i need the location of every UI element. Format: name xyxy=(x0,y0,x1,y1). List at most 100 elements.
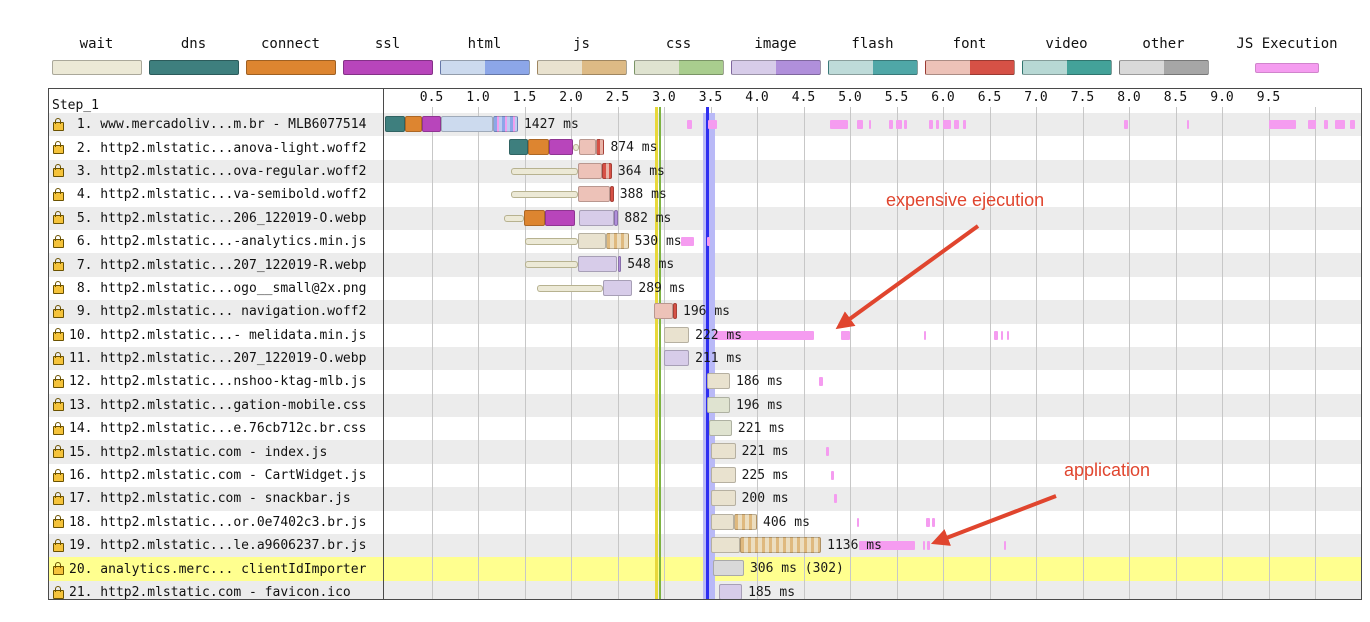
bar-segment-wait xyxy=(525,261,579,269)
bar-segment-ssl xyxy=(422,116,441,132)
js-execution-mark xyxy=(922,541,926,551)
bar-segment-image xyxy=(718,583,743,599)
bar-segment-wait xyxy=(525,237,579,245)
request-bar-track: 186 ms xyxy=(384,370,1361,393)
request-row[interactable]: 19. http2.mlstatic...le.a9606237.br.js 11… xyxy=(49,534,1361,558)
axis-tick-8.5: 8.5 xyxy=(1163,90,1188,105)
request-label: 18. http2.mlstatic...or.0e7402c3.br.js xyxy=(69,514,367,530)
request-row[interactable]: 20. analytics.merc... clientIdImporter 30… xyxy=(49,557,1361,581)
bar-segment-js xyxy=(710,466,736,483)
lock-icon xyxy=(53,562,64,576)
request-time: 221 ms xyxy=(737,421,785,437)
legend-swatch-ssl xyxy=(342,60,433,75)
bar-segment-jsx xyxy=(740,537,822,554)
request-row[interactable]: 7. http2.mlstatic...207_122019-R.webp 548… xyxy=(49,253,1361,277)
axis-tick-6.0: 6.0 xyxy=(931,90,955,105)
request-label: 8. http2.mlstatic...ogo__small@2x.png xyxy=(69,280,367,296)
request-label-cell: 10. http2.mlstatic...- melidata.min.js xyxy=(49,323,384,347)
js-execution-mark xyxy=(1124,120,1129,129)
axis-tick-3.5: 3.5 xyxy=(698,90,723,105)
request-row[interactable]: 16. http2.mlstatic.com - CartWidget.js 22… xyxy=(49,463,1361,488)
lock-icon xyxy=(53,538,64,552)
request-label: 17. http2.mlstatic.com - snackbar.js xyxy=(69,491,351,507)
request-bar-track: 882 ms xyxy=(384,207,1361,230)
axis-tick-7.0: 7.0 xyxy=(1024,90,1048,105)
request-label: 12. http2.mlstatic...nshoo-ktag-mlb.js xyxy=(69,374,367,390)
bar-segment-imagex xyxy=(613,209,619,226)
bar-segment-wait xyxy=(536,284,603,292)
request-bar-track: 196 ms xyxy=(384,300,1361,323)
annotation-expensive-execution: expensive ejecution xyxy=(886,190,1045,210)
request-row[interactable]: 12. http2.mlstatic...nshoo-ktag-mlb.js 18… xyxy=(49,370,1361,394)
lock-icon xyxy=(53,234,64,248)
request-label: 3. http2.mlstatic...ova-regular.woff2 xyxy=(69,163,367,179)
request-bar-track: 388 ms xyxy=(384,183,1361,206)
lock-icon xyxy=(53,281,64,295)
request-row[interactable]: 15. http2.mlstatic.com - index.js 221 ms xyxy=(49,440,1361,464)
request-label: 21. http2.mlstatic.com - favicon.ico xyxy=(69,585,351,600)
axis-tick-4.5: 4.5 xyxy=(791,90,816,105)
bar-segment-image xyxy=(664,349,690,366)
request-label-cell: 11. http2.mlstatic...207_122019-O.webp xyxy=(49,346,384,371)
bar-segment-font xyxy=(579,139,597,156)
legend-label: image xyxy=(754,36,797,52)
request-label: 13. http2.mlstatic...gation-mobile.css xyxy=(69,397,367,413)
request-row[interactable]: 8. http2.mlstatic...ogo__small@2x.png 289… xyxy=(49,276,1361,301)
request-row[interactable]: 3. http2.mlstatic...ova-regular.woff2 364… xyxy=(49,159,1361,184)
request-row[interactable]: 1. www.mercadoliv...m.br - MLB6077514 142… xyxy=(49,113,1361,137)
request-label: 4. http2.mlstatic...va-semibold.woff2 xyxy=(69,187,367,203)
request-row[interactable]: 11. http2.mlstatic...207_122019-O.webp 21… xyxy=(49,346,1361,371)
request-row[interactable]: 5. http2.mlstatic...206_122019-O.webp 882… xyxy=(49,206,1361,230)
request-row[interactable]: 13. http2.mlstatic...gation-mobile.css 19… xyxy=(49,393,1361,418)
request-row[interactable]: 9. http2.mlstatic... navigation.woff2 196… xyxy=(49,300,1361,324)
request-row[interactable]: 6. http2.mlstatic...-analytics.min.js 530… xyxy=(49,229,1361,254)
js-execution-mark xyxy=(819,377,824,387)
js-execution-mark xyxy=(707,120,717,129)
bar-segment-wait xyxy=(510,167,579,175)
legend-item-js: js xyxy=(533,34,630,75)
bar-segment-js xyxy=(710,490,736,507)
lock-icon xyxy=(53,585,64,599)
legend-label: dns xyxy=(180,36,207,52)
legend-swatch-other xyxy=(1118,60,1209,75)
js-execution-mark xyxy=(963,120,967,129)
legend-item-ssl: ssl xyxy=(339,34,436,75)
request-bar-track: 289 ms xyxy=(384,277,1361,300)
legend-item-css: css xyxy=(630,34,727,75)
bar-segment-js xyxy=(710,513,734,530)
legend-item-html: html xyxy=(436,34,533,75)
request-bar-track: 222 ms xyxy=(384,324,1361,347)
waterfall-header: Step_1 0.5 1.0 1.5 2.0 2.5 3.0 3.5 4.0 4.5 5.0 5.5… xyxy=(49,89,1361,113)
bar-segment-dns xyxy=(508,139,529,156)
lock-icon xyxy=(53,398,64,412)
legend-item-font: font xyxy=(921,34,1018,75)
request-row[interactable]: 18. http2.mlstatic...or.0e7402c3.br.js 40… xyxy=(49,510,1361,535)
legend-swatch-dns xyxy=(148,60,239,75)
request-row[interactable]: 2. http2.mlstatic...anova-light.woff2 874… xyxy=(49,136,1361,160)
bar-segment-fontx xyxy=(610,186,614,203)
legend-swatch-image xyxy=(730,60,821,75)
request-bar-track: 211 ms xyxy=(384,347,1361,370)
request-row[interactable]: 21. http2.mlstatic.com - favicon.ico 185 … xyxy=(49,580,1361,600)
lock-icon xyxy=(53,258,64,272)
request-row[interactable]: 17. http2.mlstatic.com - snackbar.js 200 … xyxy=(49,487,1361,511)
request-bar-track: 1427 ms xyxy=(384,113,1361,136)
bar-segment-js xyxy=(710,443,736,460)
bar-segment-fontx xyxy=(601,162,612,179)
request-row[interactable]: 14. http2.mlstatic...e.76cb712c.br.css 22… xyxy=(49,417,1361,441)
lock-icon xyxy=(53,351,64,365)
request-row[interactable]: 10. http2.mlstatic...- melidata.min.js 22… xyxy=(49,323,1361,347)
request-label: 7. http2.mlstatic...207_122019-R.webp xyxy=(69,257,367,273)
bar-segment-font xyxy=(578,162,602,179)
request-label-cell: 4. http2.mlstatic...va-semibold.woff2 xyxy=(49,183,384,207)
bar-segment-other xyxy=(713,560,744,577)
request-label-cell: 3. http2.mlstatic...ova-regular.woff2 xyxy=(49,159,384,184)
js-execution-mark xyxy=(714,330,814,340)
js-execution-mark xyxy=(931,517,935,527)
request-time: 186 ms xyxy=(736,374,783,390)
axis-tick-6.5: 6.5 xyxy=(977,90,1002,105)
request-label: 20. analytics.merc... clientIdImporter xyxy=(69,561,367,577)
js-execution-mark xyxy=(825,447,829,457)
request-time: 185 ms xyxy=(748,584,796,600)
request-row[interactable]: 4. http2.mlstatic...va-semibold.woff2 388… xyxy=(49,183,1361,207)
